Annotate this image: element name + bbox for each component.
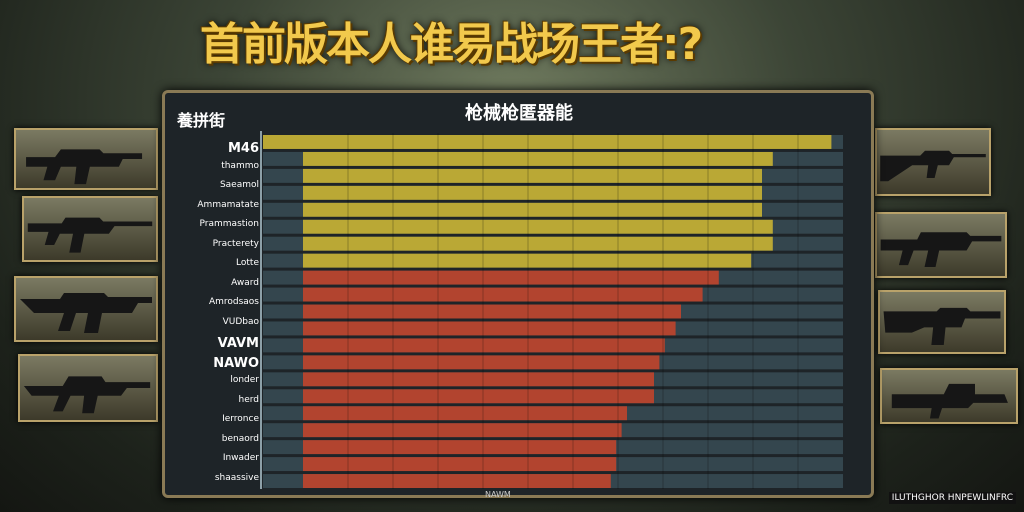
weapon-image-4 <box>18 354 158 422</box>
chart-title: 枪械枪匿器能 <box>465 103 573 124</box>
row-label: Practerety <box>212 238 259 249</box>
bar <box>303 185 762 200</box>
watermark: ILUTHGHOR HNPEWLINFRC <box>888 492 1016 504</box>
row-label: Ierronce <box>222 414 259 424</box>
weapon-image-6 <box>875 212 1007 278</box>
row-label: Saeamol <box>219 180 259 190</box>
bar <box>263 135 832 149</box>
bar <box>303 355 660 370</box>
bar <box>303 151 773 166</box>
bar-chart <box>263 133 843 489</box>
row-label: thammo <box>221 160 259 171</box>
weapon-image-2 <box>22 196 158 262</box>
bar <box>303 338 665 353</box>
row-label: Lotte <box>236 258 259 268</box>
row-label: Inwader <box>222 453 259 463</box>
bar <box>303 236 773 251</box>
chart-panel: 養拼街 枪械枪匿器能 M46 thammo Saeamol Ammamatate Pra… <box>162 90 874 499</box>
row-label: NAWO <box>213 355 259 371</box>
bar <box>303 287 703 302</box>
bar <box>303 253 752 268</box>
bar <box>303 321 676 336</box>
weapon-image-7 <box>878 290 1006 354</box>
row-label: VAVM <box>217 336 259 351</box>
bar <box>303 423 622 438</box>
bar <box>303 168 762 183</box>
bar <box>303 372 654 387</box>
panel-footer: NAWM <box>485 490 511 499</box>
row-label: Prammastion <box>199 219 259 229</box>
row-label: shaassive <box>214 472 259 483</box>
row-label: VUDbao <box>222 316 259 327</box>
bar <box>303 389 654 404</box>
bar <box>303 219 773 234</box>
bar <box>303 406 627 421</box>
row-label: londer <box>230 375 259 385</box>
y-axis <box>260 131 262 489</box>
bar <box>303 270 719 285</box>
row-label: Ammamatate <box>197 199 259 210</box>
row-label: M46 <box>227 141 259 156</box>
bar <box>303 202 762 217</box>
bar <box>303 304 681 319</box>
weapon-image-3 <box>14 276 158 342</box>
page-title: 首前版本人谁易战场王者:? <box>200 19 703 70</box>
row-label: Amrodsaos <box>208 297 259 307</box>
weapon-image-1 <box>14 128 158 190</box>
bar <box>303 440 617 455</box>
panel-side-label: 養拼街 <box>177 111 226 130</box>
row-label: herd <box>238 394 260 405</box>
weapon-image-8 <box>880 368 1018 424</box>
row-label: benaord <box>221 433 259 444</box>
weapon-image-5 <box>875 128 991 196</box>
bar <box>303 457 617 472</box>
bar <box>303 474 611 488</box>
row-label: Award <box>231 277 259 288</box>
